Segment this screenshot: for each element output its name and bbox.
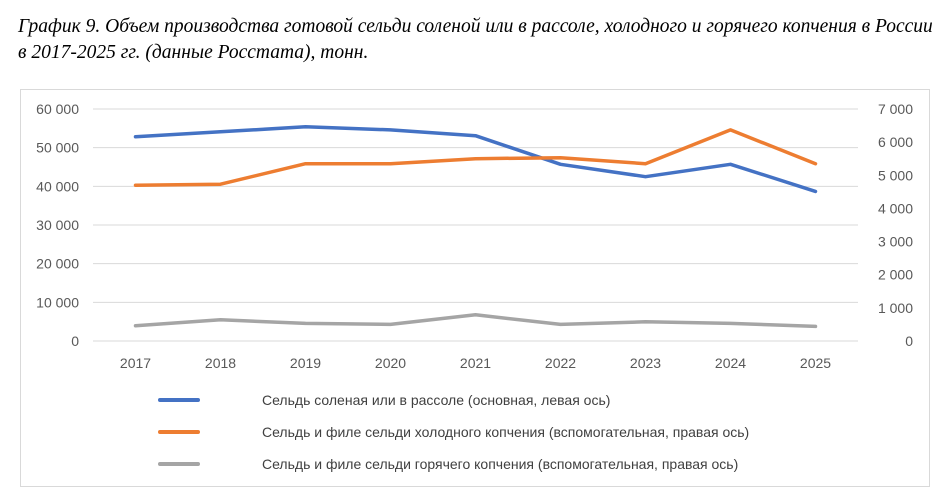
data-point bbox=[814, 162, 817, 165]
data-point bbox=[729, 163, 732, 166]
data-point bbox=[389, 162, 392, 165]
y-left-tick-label: 0 bbox=[71, 333, 79, 349]
y-right-tick-label: 0 bbox=[905, 333, 913, 349]
x-tick-label: 2022 bbox=[545, 355, 576, 371]
y-right-tick-label: 2 000 bbox=[878, 267, 913, 283]
data-point bbox=[559, 156, 562, 159]
y-left-tick-label: 40 000 bbox=[36, 178, 79, 194]
y-right-tick-label: 1 000 bbox=[878, 300, 913, 316]
x-tick-label: 2024 bbox=[715, 355, 746, 371]
y-left-tick-label: 20 000 bbox=[36, 256, 79, 272]
data-point bbox=[559, 163, 562, 166]
chart-title: График 9. Объем производства готовой сел… bbox=[18, 16, 933, 63]
y-right-tick-label: 3 000 bbox=[878, 234, 913, 250]
y-right-tick-label: 4 000 bbox=[878, 200, 913, 216]
x-tick-label: 2018 bbox=[205, 355, 236, 371]
data-point bbox=[474, 157, 477, 160]
series-line-3 bbox=[133, 313, 818, 329]
data-point bbox=[219, 318, 222, 321]
data-point bbox=[559, 323, 562, 326]
y-right-tick-label: 5 000 bbox=[878, 167, 913, 183]
legend-label: Сельдь и филе сельди холодного копчения … bbox=[262, 424, 749, 440]
data-point bbox=[304, 162, 307, 165]
chart-frame bbox=[20, 89, 930, 487]
data-point bbox=[304, 125, 307, 128]
data-point bbox=[814, 190, 817, 193]
data-point bbox=[644, 162, 647, 165]
data-point bbox=[134, 184, 137, 187]
x-tick-label: 2025 bbox=[800, 355, 831, 371]
data-point bbox=[134, 135, 137, 139]
x-tick-label: 2023 bbox=[630, 355, 661, 371]
data-point bbox=[474, 134, 477, 137]
data-point bbox=[729, 322, 732, 325]
x-tick-label: 2017 bbox=[120, 355, 151, 371]
y-left-tick-label: 10 000 bbox=[36, 294, 79, 310]
y-right-tick-label: 7 000 bbox=[878, 101, 913, 117]
y-right-tick-label: 6 000 bbox=[878, 134, 913, 150]
x-tick-label: 2021 bbox=[460, 355, 491, 371]
x-tick-label: 2019 bbox=[290, 355, 321, 371]
data-point bbox=[389, 128, 392, 132]
legend-label: Сельдь соленая или в рассоле (основная, … bbox=[262, 392, 610, 408]
data-point bbox=[304, 322, 307, 325]
y-left-tick-label: 50 000 bbox=[36, 140, 79, 156]
data-point bbox=[729, 128, 732, 132]
data-point bbox=[644, 320, 647, 323]
y-left-tick-label: 30 000 bbox=[36, 217, 79, 233]
data-point bbox=[814, 325, 817, 328]
data-point bbox=[134, 324, 137, 327]
data-point bbox=[389, 323, 392, 326]
data-point bbox=[219, 183, 222, 186]
legend-label: Сельдь и филе сельди горячего копчения (… bbox=[262, 456, 738, 472]
x-tick-label: 2020 bbox=[375, 355, 406, 371]
y-left-tick-label: 60 000 bbox=[36, 101, 79, 117]
data-point bbox=[474, 313, 477, 317]
data-point bbox=[219, 130, 222, 134]
data-point bbox=[644, 175, 647, 178]
